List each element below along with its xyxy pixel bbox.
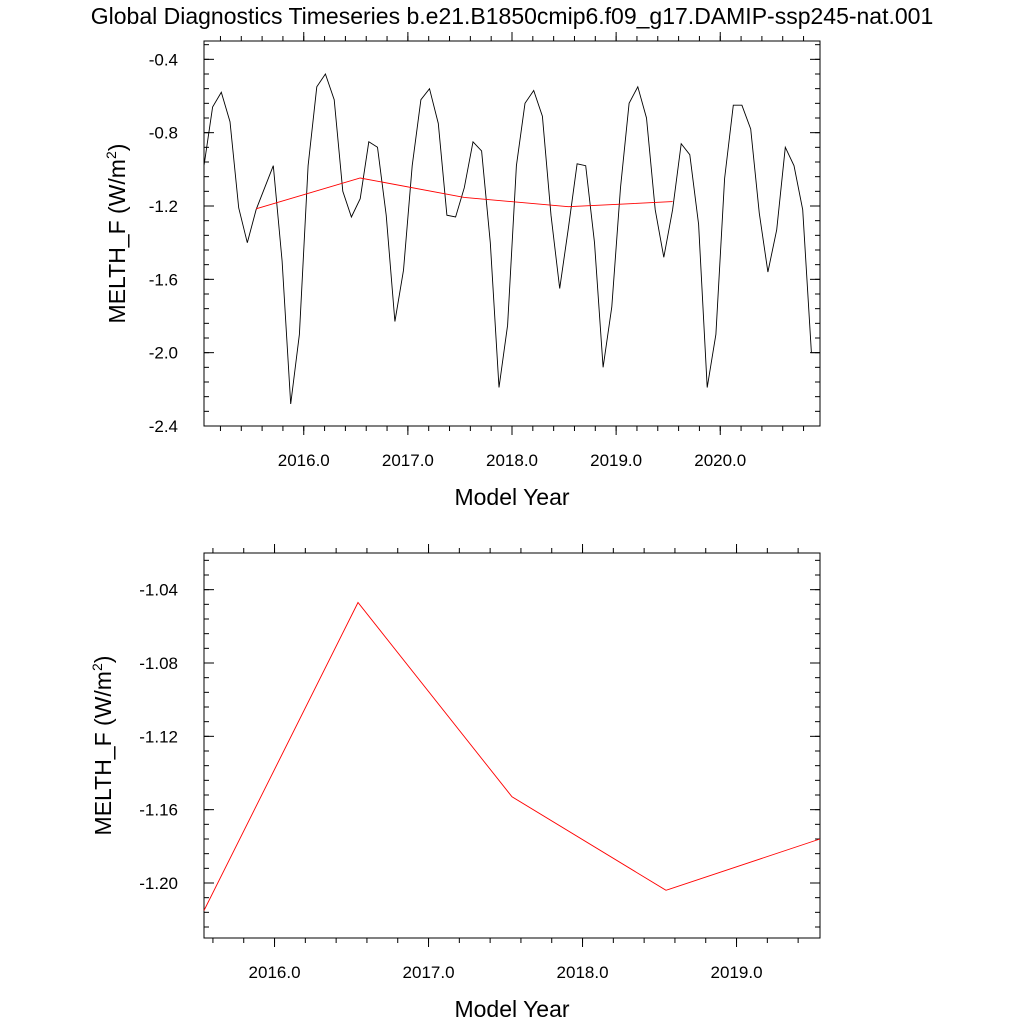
x-tick-label: 2018.0 xyxy=(486,451,538,470)
figure-title: Global Diagnostics Timeseries b.e21.B185… xyxy=(91,3,934,29)
y-axis-label: MELTH_F (W/m2) xyxy=(103,144,130,324)
axis-ticks xyxy=(204,544,820,947)
y-tick-label: -0.4 xyxy=(149,50,178,69)
y-tick-label: -1.2 xyxy=(149,197,178,216)
series-lines xyxy=(203,72,820,405)
y-tick-label: -1.04 xyxy=(139,581,178,600)
annual-mean-line xyxy=(203,601,821,911)
y-tick-label: -1.12 xyxy=(139,727,178,746)
x-tick-label: 2017.0 xyxy=(403,963,455,982)
tick-labels: -1.20 -1.16 -1.12 -1.08 -1.04 2016.0 2017.0 201… xyxy=(139,581,762,982)
y-tick-label: -1.20 xyxy=(139,874,178,893)
x-tick-label: 2019.0 xyxy=(711,963,763,982)
y-tick-label: -2.4 xyxy=(149,417,178,436)
tick-labels: -2.4 -2.0 -1.6 -1.2 -0.8 -0.4 2016.0 2017.0 2018… xyxy=(149,50,747,470)
series-lines xyxy=(203,601,821,911)
x-axis-label: Model Year xyxy=(454,996,569,1022)
y-axis-label-close: ) xyxy=(90,656,116,664)
y-tick-label: -0.8 xyxy=(149,124,178,143)
axis-ticks xyxy=(204,32,820,435)
y-axis-label-superscript: 2 xyxy=(103,151,119,159)
x-tick-label: 2020.0 xyxy=(694,451,746,470)
timeseries-panel-monthly: -2.4 -2.0 -1.6 -1.2 -0.8 -0.4 2016.0 2017.0 2018… xyxy=(103,32,821,510)
plot-frame xyxy=(203,40,821,427)
x-tick-label: 2018.0 xyxy=(557,963,609,982)
plot-frame xyxy=(203,552,821,939)
y-axis-label-text: MELTH_F (W/m xyxy=(90,671,116,835)
annual-mean-line xyxy=(255,177,673,210)
timeseries-panel-annual: -1.20 -1.16 -1.12 -1.08 -1.04 2016.0 2017.0 201… xyxy=(89,544,821,1022)
y-axis-label-superscript: 2 xyxy=(89,663,105,671)
y-axis-label-text: MELTH_F (W/m xyxy=(104,159,130,323)
y-axis-label-close: ) xyxy=(104,144,130,152)
y-tick-label: -1.16 xyxy=(139,801,178,820)
y-axis-label: MELTH_F (W/m2) xyxy=(89,656,116,836)
y-tick-label: -2.0 xyxy=(149,344,178,363)
y-tick-label: -1.08 xyxy=(139,654,178,673)
y-tick-label: -1.6 xyxy=(149,270,178,289)
x-tick-label: 2019.0 xyxy=(590,451,642,470)
x-tick-label: 2016.0 xyxy=(278,451,330,470)
monthly-line xyxy=(203,72,820,405)
x-axis-label: Model Year xyxy=(454,484,569,510)
x-tick-label: 2016.0 xyxy=(249,963,301,982)
x-tick-label: 2017.0 xyxy=(382,451,434,470)
